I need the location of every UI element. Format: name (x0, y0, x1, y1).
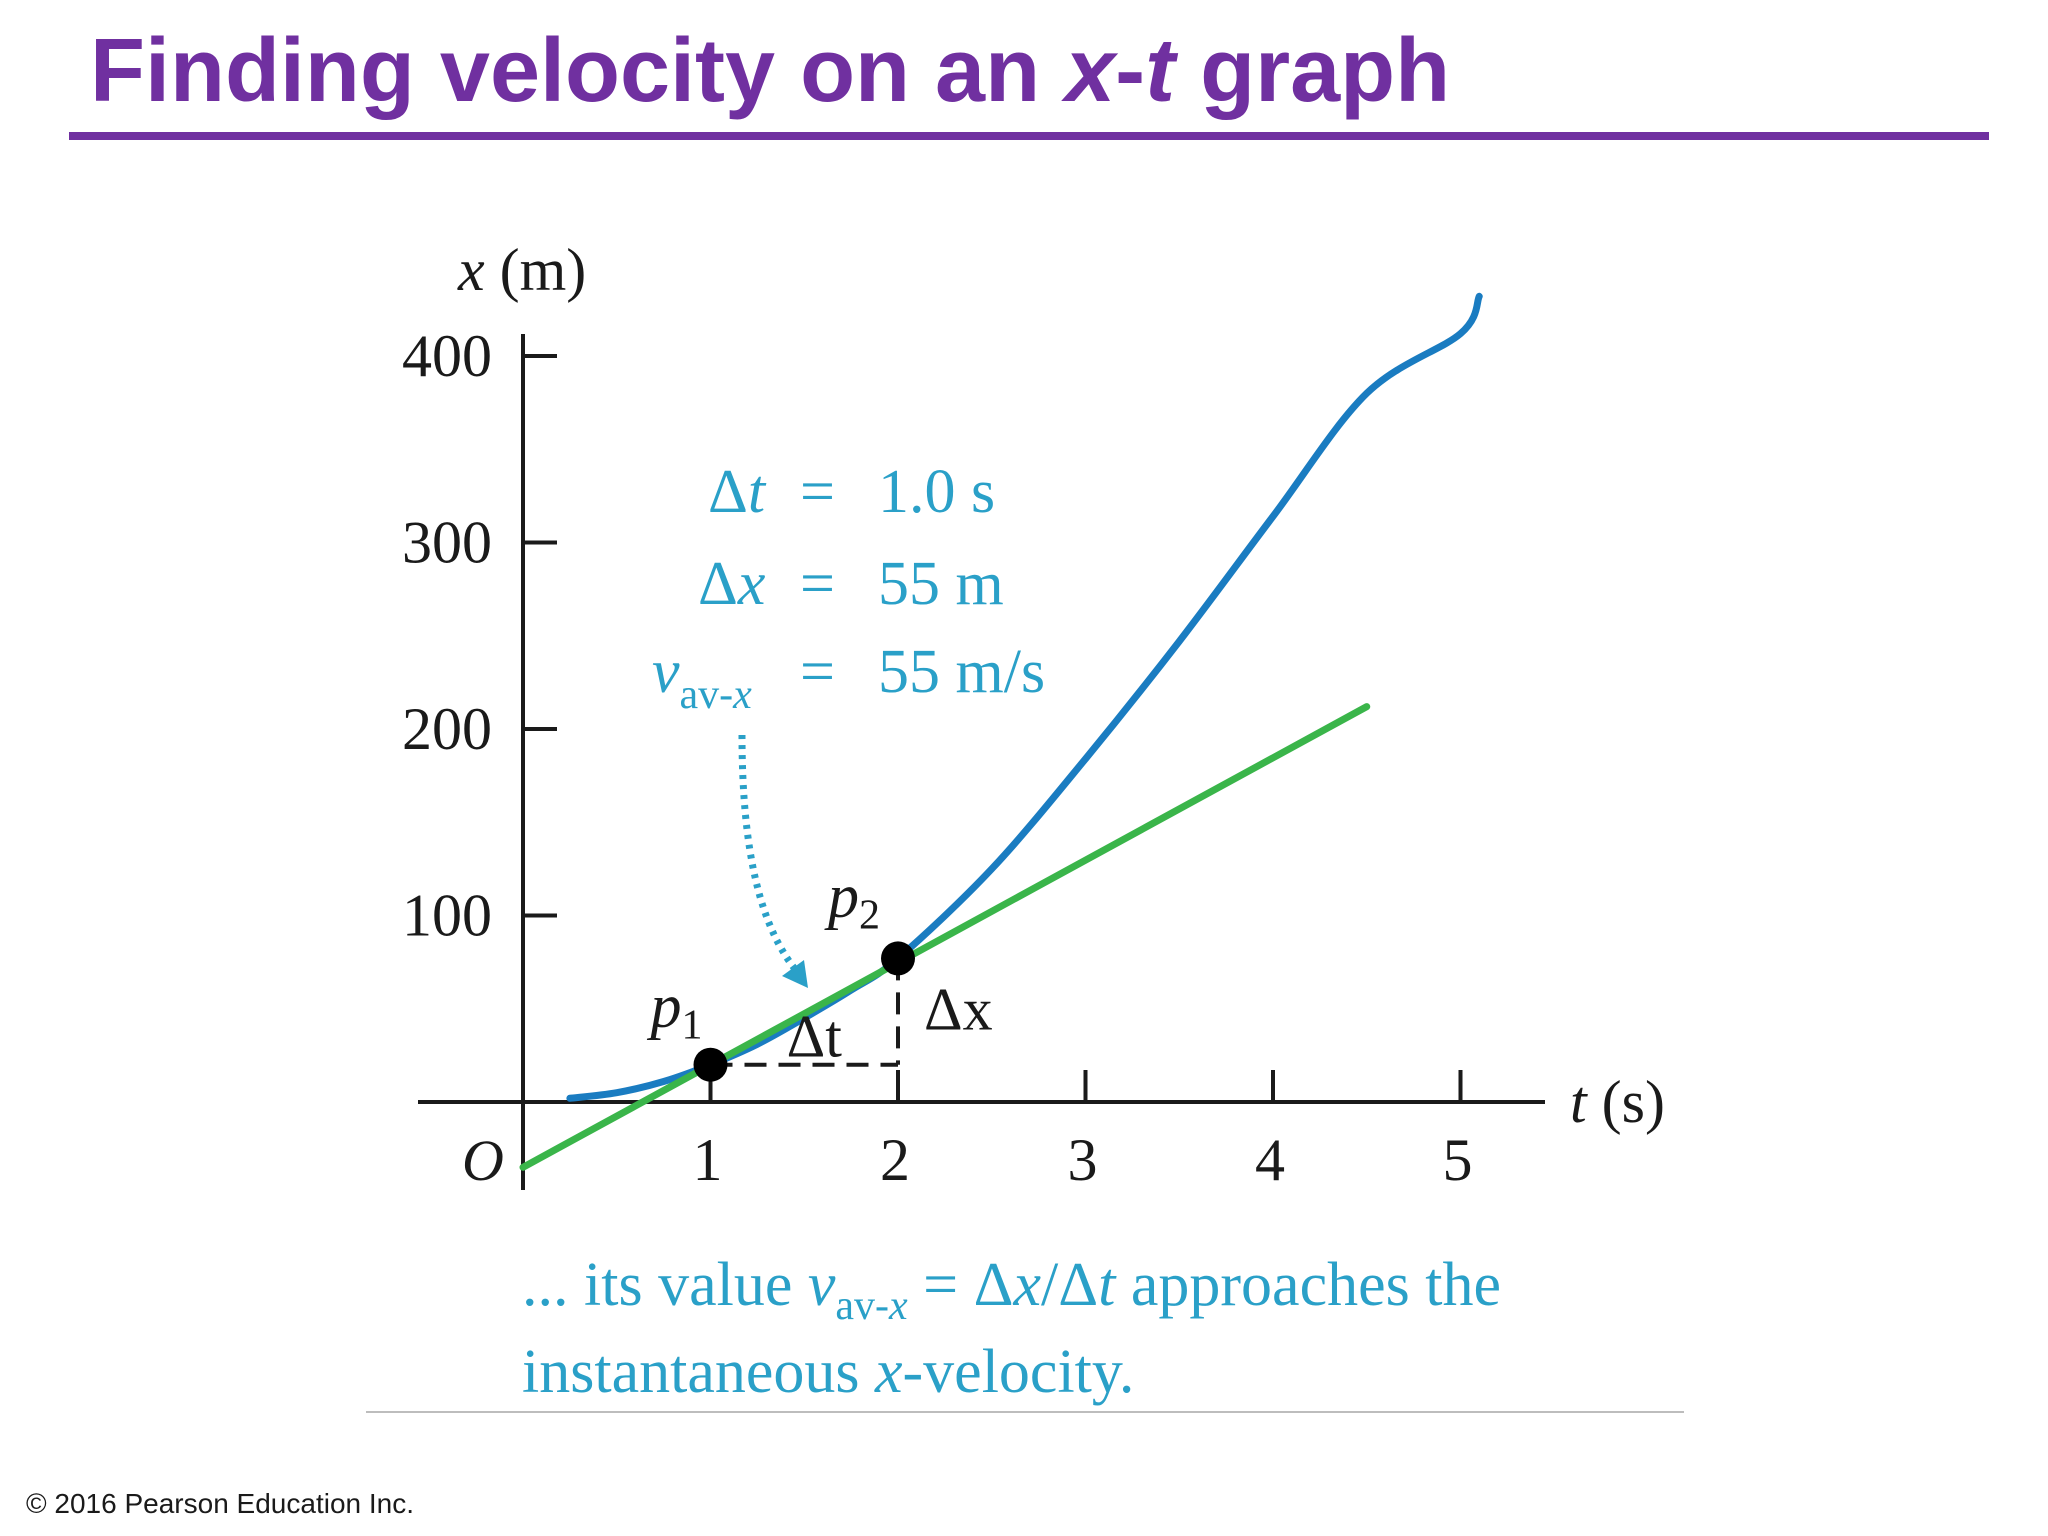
slide-title: Finding velocity on an x-t graph (90, 22, 1450, 121)
annotation-dt-value: 1.0 s (878, 458, 995, 526)
y-tick-label-200: 200 (402, 696, 492, 762)
point-label-p2: p2 (824, 862, 880, 938)
x-tick-label-1: 1 (693, 1127, 723, 1193)
annotation-dx-value: 55 m (878, 550, 1004, 618)
x-tick-label-4: 4 (1255, 1127, 1285, 1193)
y-tick-label-300: 300 (402, 510, 492, 576)
x-tick-label-2: 2 (880, 1127, 910, 1193)
annotation-dx-eq: = (800, 550, 835, 618)
title-dash: - (1115, 21, 1146, 121)
annotation-vav: vav-x (652, 638, 752, 718)
point-p2 (881, 941, 915, 976)
y-tick-label-100: 100 (402, 883, 492, 949)
x-tick-label-5: 5 (1443, 1127, 1473, 1193)
dt-interval-label: Δt (787, 1004, 843, 1070)
point-label-p1: p1 (647, 973, 703, 1049)
origin-label: O (462, 1128, 504, 1193)
annotation-arrowhead (782, 960, 808, 988)
title-text-before: Finding velocity on an (90, 21, 1066, 121)
labels-layer: 100 200 300 400 1 2 3 4 5 p1 p2 Δt Δx (402, 323, 1473, 1193)
x-tick-label-3: 3 (1068, 1127, 1098, 1193)
secant-line (519, 703, 1371, 1171)
annotation-arrow (738, 734, 803, 978)
caption-line-1: ... its value vav-x = Δx/Δt approaches t… (522, 1251, 1501, 1329)
axes-layer (418, 334, 1545, 1190)
interval-annotation: Δt = 1.0 s Δx = 55 m vav-x = 55 m/s (652, 458, 1045, 718)
annotation-vav-eq: = (800, 638, 835, 706)
annotation-dx: Δx (698, 550, 766, 618)
y-tick-label-400: 400 (402, 323, 492, 389)
y-axis-label: x (m) (457, 237, 586, 303)
dx-interval-label: Δx (924, 977, 993, 1043)
title-divider (69, 132, 1989, 140)
annotation-vav-value: 55 m/s (878, 638, 1045, 706)
x-axis-label: t (s) (1570, 1069, 1665, 1135)
point-p1 (693, 1047, 728, 1082)
caption-line-2: instantaneous x-velocity. (522, 1338, 1134, 1406)
copyright-notice: © 2016 Pearson Education Inc. (26, 1488, 414, 1519)
title-var-t: t (1145, 21, 1176, 121)
title-text-after: graph (1175, 21, 1451, 121)
caption: ... its value vav-x = Δx/Δt approaches t… (522, 1251, 1501, 1406)
annotation-dt: Δt (708, 458, 767, 526)
curve-layer (519, 292, 1483, 1171)
annotation-dt-eq: = (800, 458, 835, 526)
title-var-x: x (1065, 21, 1116, 121)
